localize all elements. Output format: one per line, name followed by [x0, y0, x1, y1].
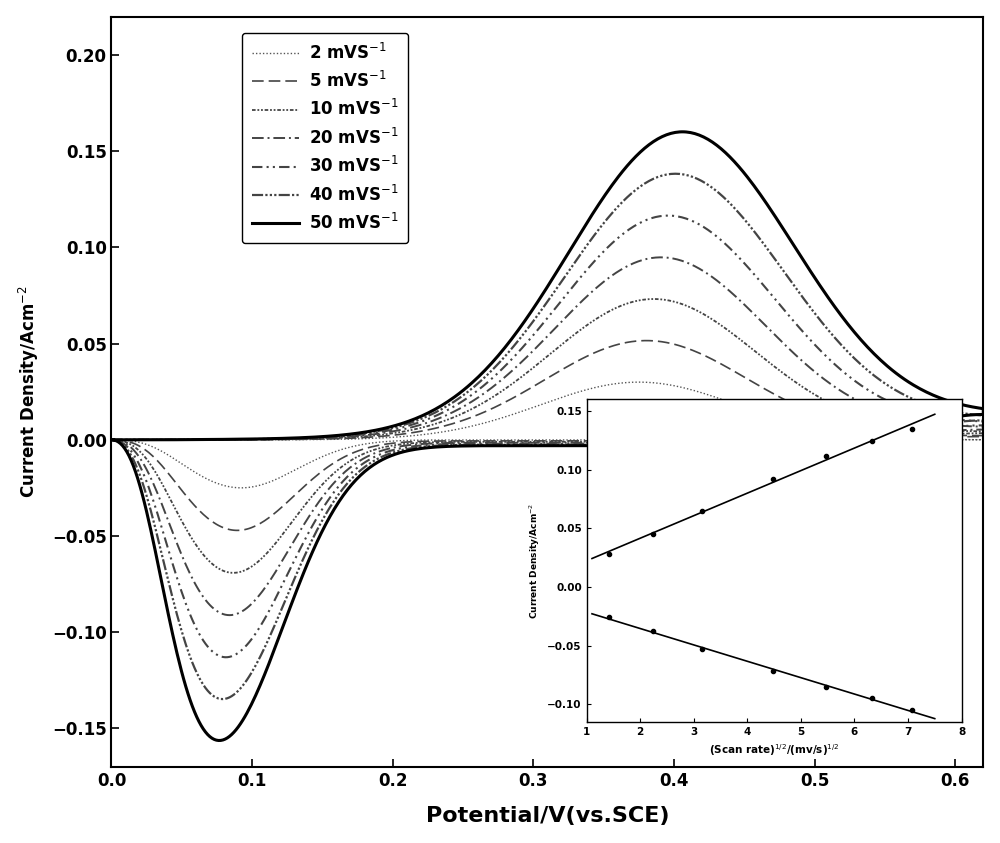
Y-axis label: Current Density/Acm$^{-2}$: Current Density/Acm$^{-2}$ — [17, 285, 41, 498]
Legend: 2 mVS$^{-1}$, 5 mVS$^{-1}$, 10 mVS$^{-1}$, 20 mVS$^{-1}$, 30 mVS$^{-1}$, 40 mVS$: 2 mVS$^{-1}$, 5 mVS$^{-1}$, 10 mVS$^{-1}… — [242, 33, 408, 243]
X-axis label: Potential/V(vs.SCE): Potential/V(vs.SCE) — [426, 807, 669, 826]
